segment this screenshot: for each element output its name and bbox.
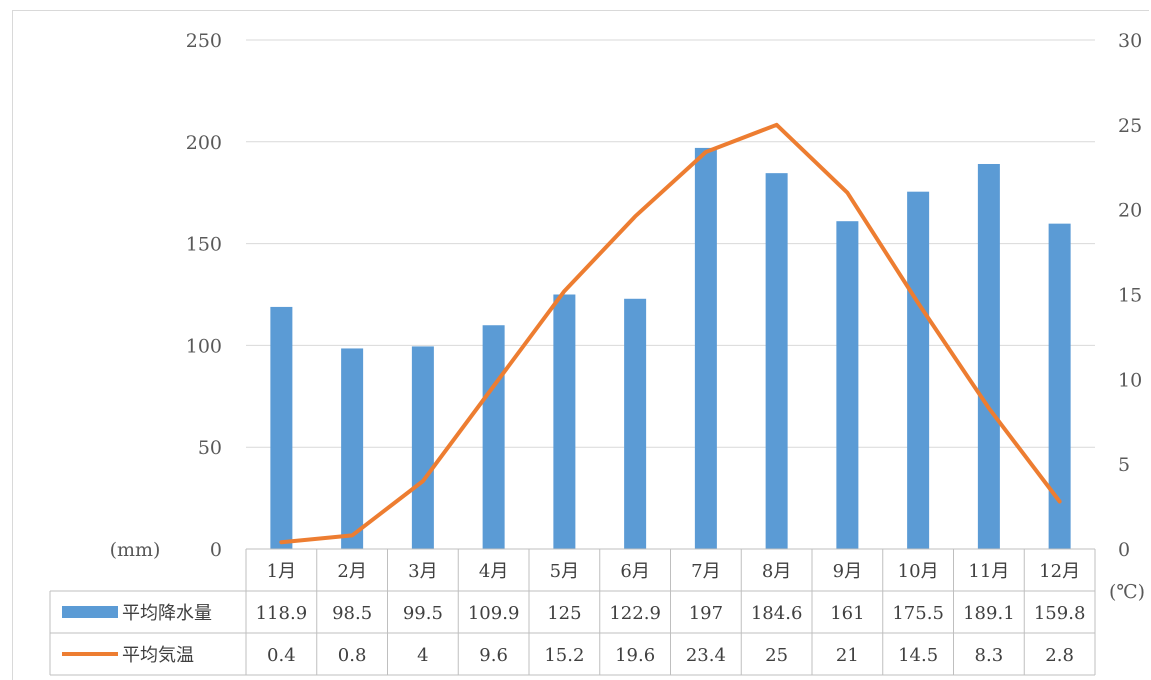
category-label: 2月 (337, 561, 366, 582)
category-label: 8月 (762, 561, 791, 582)
series-name: 平均気温 (122, 645, 194, 666)
right-axis-unit: (℃) (1109, 581, 1145, 603)
category-label: 6月 (620, 561, 649, 582)
category-label: 5月 (550, 561, 579, 582)
left-tick-label: 50 (198, 437, 222, 459)
data-label: 98.5 (332, 603, 372, 624)
data-label: 25 (765, 645, 788, 666)
left-tick-label: 150 (186, 234, 222, 256)
category-label: 1月 (267, 561, 296, 582)
temperature-line (281, 125, 1059, 543)
gridlines (246, 40, 1095, 447)
category-label: 11月 (968, 561, 1009, 582)
data-label: 0.8 (338, 645, 367, 666)
right-tick-label: 20 (1118, 200, 1142, 222)
data-label: 99.5 (403, 603, 443, 624)
data-label: 9.6 (479, 645, 508, 666)
data-label: 125 (547, 603, 581, 624)
bar-10 (907, 192, 929, 549)
right-tick-label: 10 (1118, 369, 1142, 391)
bar-8 (766, 173, 788, 549)
right-tick-label: 30 (1118, 30, 1142, 52)
data-label: 161 (830, 603, 864, 624)
right-tick-label: 0 (1118, 539, 1130, 561)
left-axis-unit: (mm) (110, 539, 161, 561)
bar-11 (978, 164, 1000, 549)
data-label: 19.6 (615, 645, 655, 666)
data-label: 159.8 (1034, 603, 1086, 624)
data-label: 8.3 (975, 645, 1004, 666)
data-label: 0.4 (267, 645, 296, 666)
category-label: 9月 (833, 561, 862, 582)
bar-2 (341, 348, 363, 549)
bar-7 (695, 148, 717, 549)
data-label: 14.5 (898, 645, 938, 666)
category-label: 12月 (1039, 561, 1080, 582)
category-label: 7月 (691, 561, 720, 582)
right-tick-label: 15 (1118, 285, 1142, 307)
category-label: 3月 (408, 561, 437, 582)
left-tick-label: 250 (186, 30, 222, 52)
data-label: 189.1 (963, 603, 1015, 624)
legend-key-bar (62, 606, 118, 618)
data-label: 122.9 (609, 603, 661, 624)
left-tick-label: 200 (186, 132, 222, 154)
data-label: 23.4 (686, 645, 726, 666)
bar-5 (553, 295, 575, 550)
right-tick-label: 5 (1118, 454, 1130, 476)
left-axis: 0 50 100 150 200 250 (186, 30, 222, 561)
bar-9 (836, 221, 858, 549)
temperature-polyline (281, 125, 1059, 542)
series-name: 平均降水量 (122, 603, 212, 624)
data-label: 21 (836, 645, 859, 666)
bar-1 (270, 307, 292, 549)
data-label: 4 (417, 645, 428, 666)
bar-6 (624, 299, 646, 549)
data-label: 197 (689, 603, 723, 624)
data-label: 184.6 (751, 603, 803, 624)
data-label: 175.5 (892, 603, 944, 624)
data-label: 15.2 (544, 645, 584, 666)
bar-4 (483, 325, 505, 549)
right-axis: 0 5 10 15 20 25 30 (1118, 30, 1142, 561)
left-tick-label: 0 (210, 539, 222, 561)
right-tick-label: 25 (1118, 115, 1142, 137)
data-label: 118.9 (256, 603, 308, 624)
data-label: 2.8 (1045, 645, 1074, 666)
category-label: 10月 (898, 561, 939, 582)
bar-3 (412, 346, 434, 549)
category-label: 4月 (479, 561, 508, 582)
data-label: 109.9 (468, 603, 520, 624)
left-tick-label: 100 (186, 335, 222, 357)
